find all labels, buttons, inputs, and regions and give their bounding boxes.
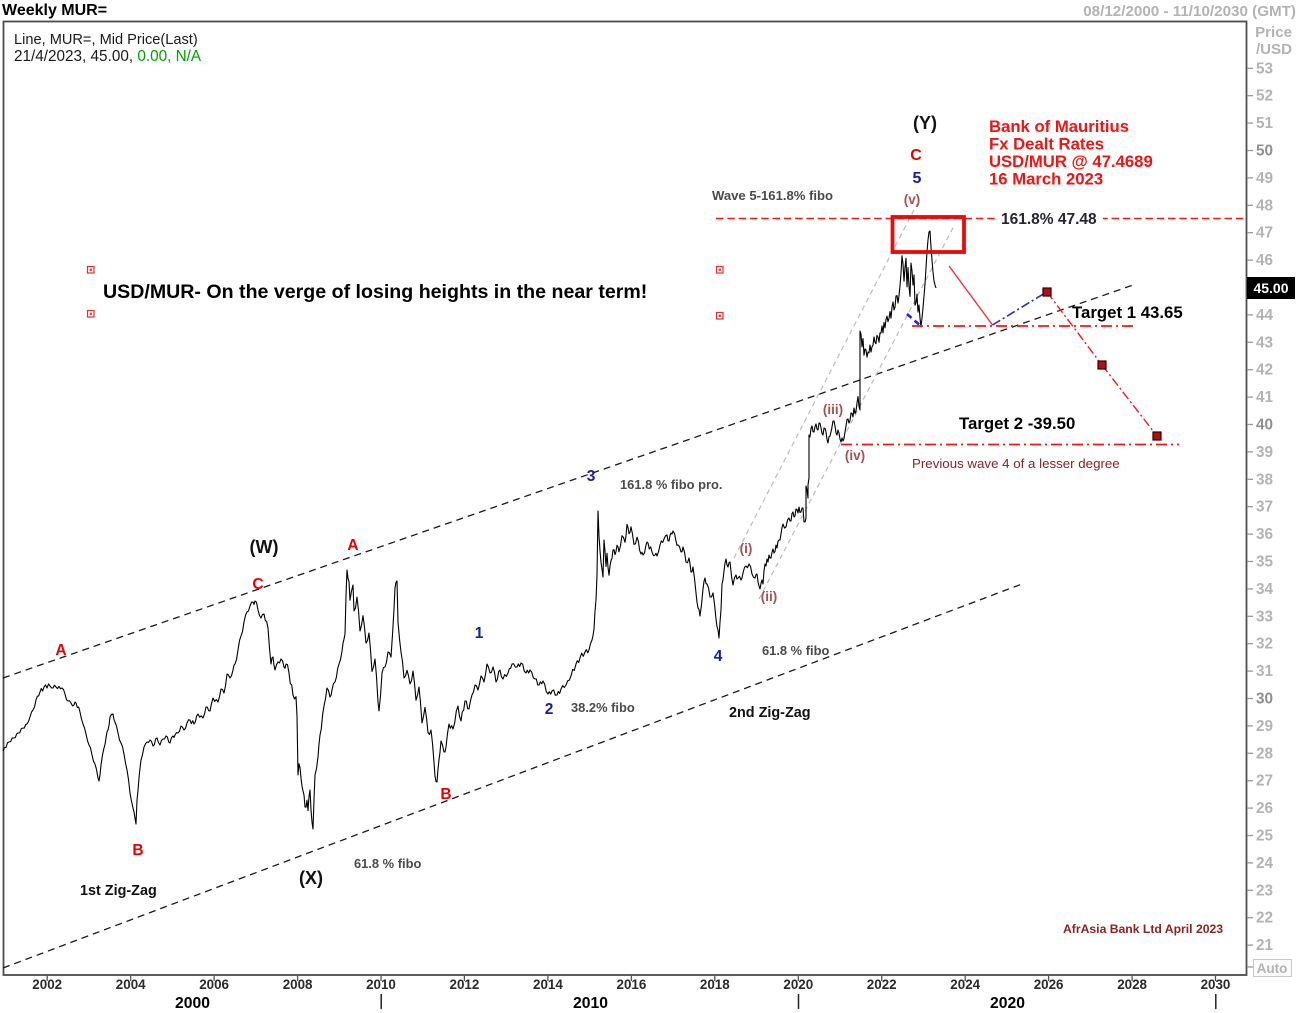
svg-text:161.8 % fibo pro.: 161.8 % fibo pro. xyxy=(620,477,722,492)
svg-text:31: 31 xyxy=(1256,663,1274,680)
svg-text:USD/MUR @ 47.4689: USD/MUR @ 47.4689 xyxy=(989,152,1153,171)
svg-text:34: 34 xyxy=(1256,581,1274,598)
svg-text:B: B xyxy=(132,842,143,859)
svg-text:36: 36 xyxy=(1256,526,1273,543)
svg-text:38.2% fibo: 38.2% fibo xyxy=(571,700,635,715)
svg-text:B: B xyxy=(440,786,451,803)
svg-text:Auto: Auto xyxy=(1257,961,1288,976)
svg-text:(Y): (Y) xyxy=(913,113,937,133)
svg-text:21/4/2023, 45.00, 0.00, N/A: 21/4/2023, 45.00, 0.00, N/A xyxy=(14,48,202,65)
svg-text:(v): (v) xyxy=(904,192,921,207)
svg-text:2030: 2030 xyxy=(1201,977,1231,992)
svg-text:Line, MUR=, Mid Price(Last): Line, MUR=, Mid Price(Last) xyxy=(14,32,198,48)
svg-text:2nd Zig-Zag: 2nd Zig-Zag xyxy=(729,705,811,721)
svg-text:32: 32 xyxy=(1256,636,1273,653)
svg-text:53: 53 xyxy=(1256,60,1273,77)
svg-text:/USD: /USD xyxy=(1256,41,1292,58)
svg-text:5: 5 xyxy=(913,170,922,187)
svg-text:(X): (X) xyxy=(299,868,323,888)
svg-text:43: 43 xyxy=(1256,334,1273,351)
svg-text:33: 33 xyxy=(1256,608,1273,625)
svg-text:51: 51 xyxy=(1256,115,1274,132)
svg-text:08/12/2000 - 11/10/2030 (GMT): 08/12/2000 - 11/10/2030 (GMT) xyxy=(1083,3,1296,20)
svg-text:C: C xyxy=(252,576,263,593)
svg-text:(iv): (iv) xyxy=(845,448,865,463)
svg-text:23: 23 xyxy=(1256,882,1273,899)
svg-text:1st Zig-Zag: 1st Zig-Zag xyxy=(80,883,157,899)
svg-text:2008: 2008 xyxy=(283,977,313,992)
svg-text:AfrAsia Bank Ltd April 2023: AfrAsia Bank Ltd April 2023 xyxy=(1063,922,1223,936)
svg-text:Weekly MUR=: Weekly MUR= xyxy=(2,2,107,19)
svg-text:29: 29 xyxy=(1256,718,1273,735)
svg-text:(W): (W) xyxy=(250,537,279,557)
svg-text:24: 24 xyxy=(1256,855,1274,872)
svg-text:2: 2 xyxy=(545,701,554,718)
svg-text:2020: 2020 xyxy=(990,995,1025,1012)
svg-text:39: 39 xyxy=(1256,444,1273,461)
svg-text:2024: 2024 xyxy=(950,977,980,992)
svg-text:2012: 2012 xyxy=(450,977,480,992)
svg-text:C: C xyxy=(910,147,922,164)
svg-text:1: 1 xyxy=(475,625,484,642)
svg-text:(i): (i) xyxy=(740,541,753,556)
svg-text:Previous wave 4 of a lesser de: Previous wave 4 of a lesser degree xyxy=(912,456,1120,471)
svg-text:2028: 2028 xyxy=(1117,977,1147,992)
svg-text:26: 26 xyxy=(1256,800,1273,817)
svg-text:2022: 2022 xyxy=(867,977,897,992)
svg-text:2026: 2026 xyxy=(1034,977,1064,992)
svg-text:Fx Dealt Rates: Fx Dealt Rates xyxy=(989,135,1104,154)
svg-text:27: 27 xyxy=(1256,773,1273,790)
svg-text:Target 1 43.65: Target 1 43.65 xyxy=(1072,303,1183,322)
svg-text:61.8 % fibo: 61.8 % fibo xyxy=(762,643,829,658)
svg-text:45.00: 45.00 xyxy=(1253,280,1288,296)
svg-text:2018: 2018 xyxy=(700,977,730,992)
svg-text:2006: 2006 xyxy=(199,977,229,992)
svg-text:(iii): (iii) xyxy=(823,402,843,417)
svg-text:2016: 2016 xyxy=(617,977,647,992)
svg-text:USD/MUR- On the verge of losin: USD/MUR- On the verge of losing heights … xyxy=(103,281,647,303)
svg-text:2004: 2004 xyxy=(116,977,146,992)
svg-text:46: 46 xyxy=(1256,252,1273,269)
svg-text:4: 4 xyxy=(714,648,723,665)
svg-text:A: A xyxy=(55,642,66,659)
svg-text:44: 44 xyxy=(1256,307,1274,324)
svg-text:30: 30 xyxy=(1256,691,1273,708)
svg-text:40: 40 xyxy=(1256,417,1273,434)
svg-text:2002: 2002 xyxy=(32,977,62,992)
svg-text:22: 22 xyxy=(1256,910,1273,927)
svg-text:47: 47 xyxy=(1256,225,1273,242)
svg-text:Bank of Mauritius: Bank of Mauritius xyxy=(989,117,1129,136)
svg-text:50: 50 xyxy=(1256,143,1273,160)
svg-text:Target 2 -39.50: Target 2 -39.50 xyxy=(959,414,1075,433)
svg-text:Price: Price xyxy=(1255,24,1292,41)
svg-text:37: 37 xyxy=(1256,499,1273,516)
svg-text:2000: 2000 xyxy=(175,995,210,1012)
svg-text:A: A xyxy=(347,537,358,554)
svg-text:52: 52 xyxy=(1256,88,1273,105)
svg-text:42: 42 xyxy=(1256,362,1273,379)
svg-text:48: 48 xyxy=(1256,197,1274,214)
svg-text:61.8 % fibo: 61.8 % fibo xyxy=(354,856,421,871)
svg-text:16 March 2023: 16 March 2023 xyxy=(989,170,1103,189)
svg-text:2010: 2010 xyxy=(366,977,396,992)
svg-text:161.8% 47.48: 161.8% 47.48 xyxy=(1001,211,1097,228)
svg-text:28: 28 xyxy=(1256,745,1274,762)
svg-text:2010: 2010 xyxy=(573,995,608,1012)
svg-text:49: 49 xyxy=(1256,170,1273,187)
svg-text:2014: 2014 xyxy=(533,977,563,992)
svg-text:Wave 5-161.8% fibo: Wave 5-161.8% fibo xyxy=(712,188,833,203)
svg-text:25: 25 xyxy=(1256,828,1274,845)
svg-text:2020: 2020 xyxy=(783,977,813,992)
svg-text:21: 21 xyxy=(1256,937,1274,954)
svg-text:41: 41 xyxy=(1256,389,1274,406)
svg-text:3: 3 xyxy=(587,468,596,485)
svg-text:(ii): (ii) xyxy=(761,589,778,604)
svg-text:35: 35 xyxy=(1256,554,1274,571)
svg-text:38: 38 xyxy=(1256,471,1274,488)
